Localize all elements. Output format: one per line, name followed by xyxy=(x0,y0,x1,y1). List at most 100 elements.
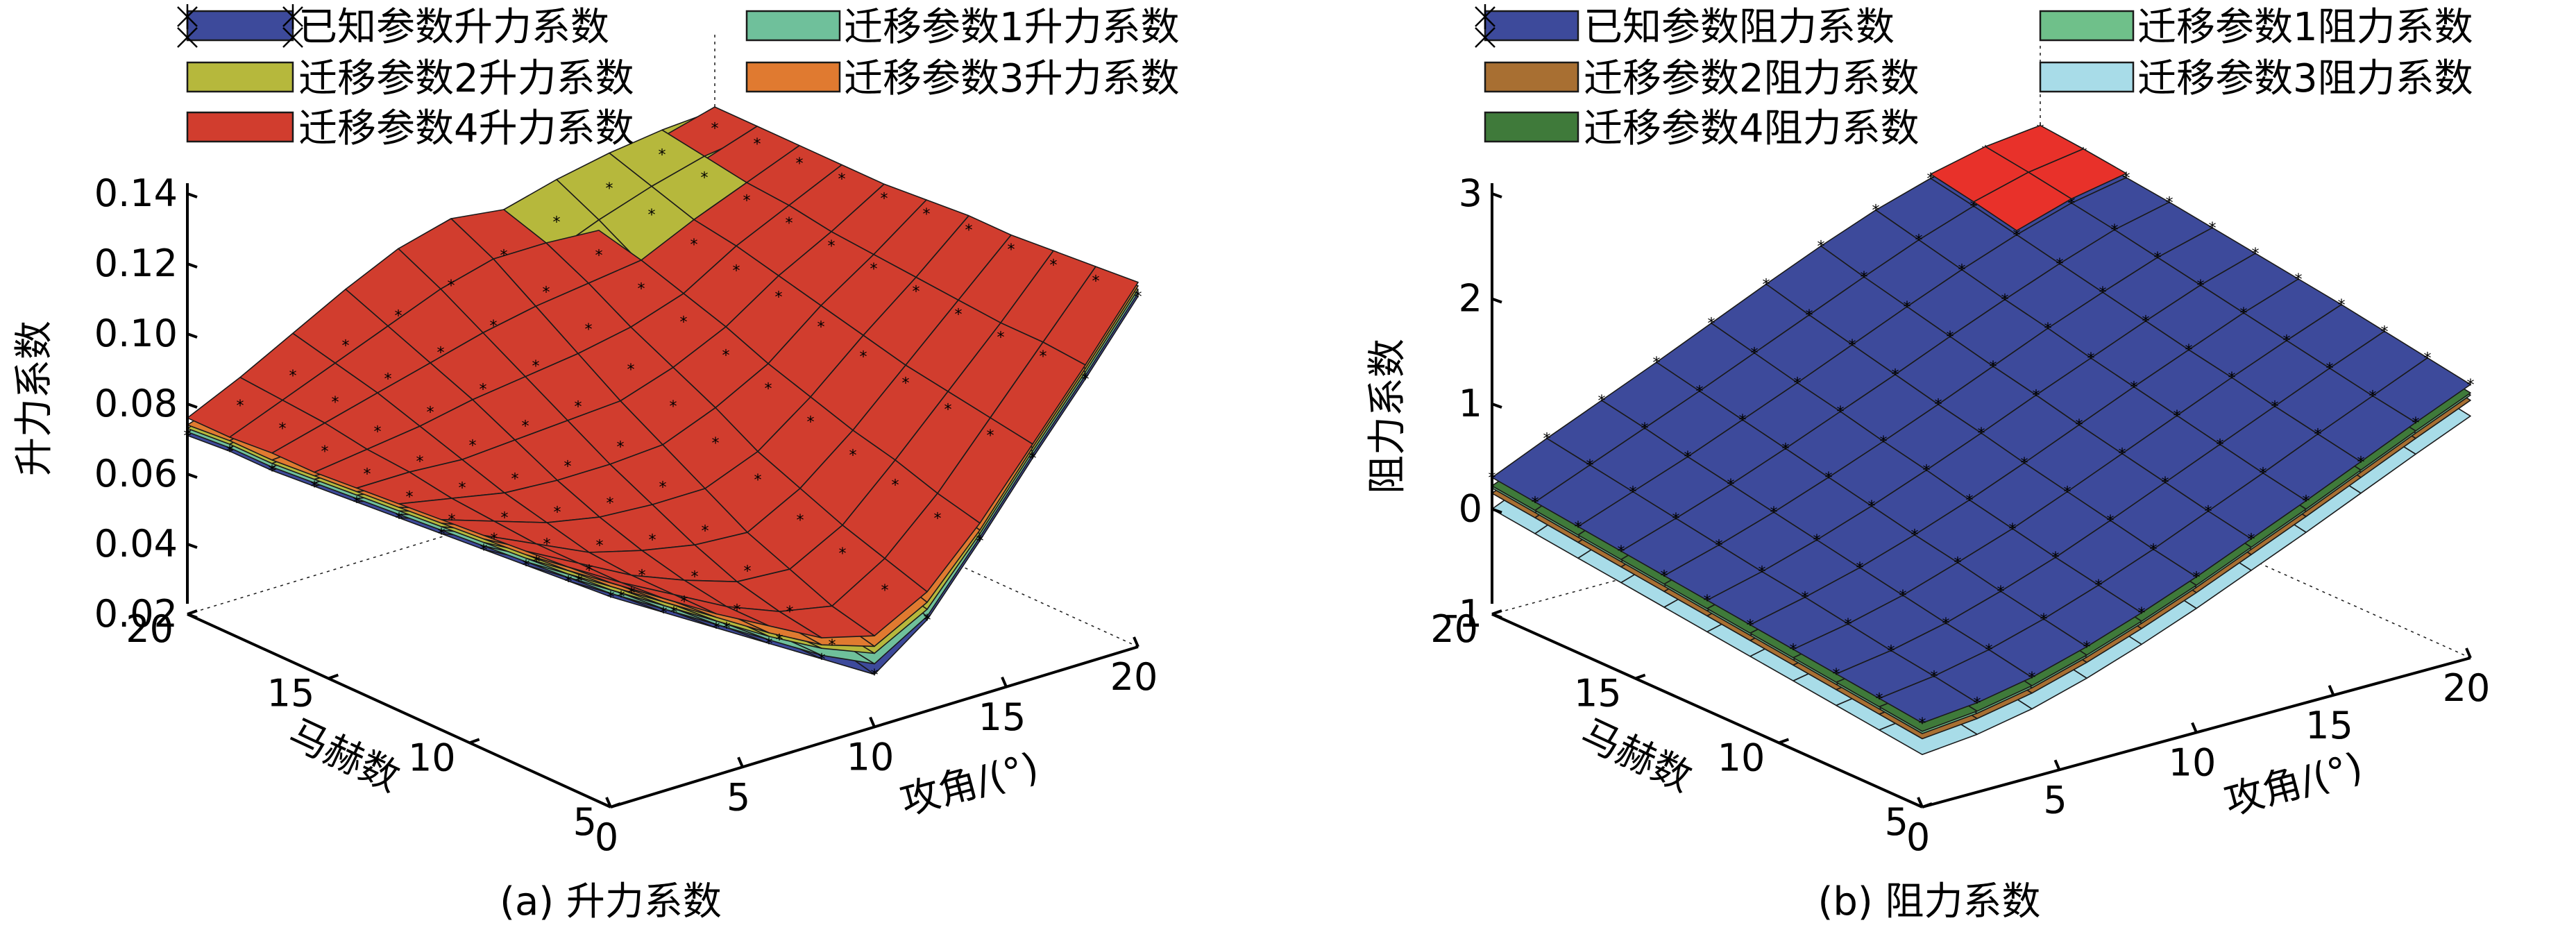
data-point-marker: * xyxy=(1704,593,1711,610)
angle-tick-label: 0 xyxy=(595,815,618,859)
data-point-marker: * xyxy=(1050,257,1058,275)
data-point-marker: * xyxy=(374,424,382,441)
z-tick xyxy=(1491,192,1502,198)
data-point-marker: * xyxy=(1586,457,1594,475)
data-point-marker: * xyxy=(1911,527,1919,545)
data-point-marker: * xyxy=(321,443,329,461)
data-point-marker: * xyxy=(1985,642,1993,659)
legend-item-transfer1-lift: 迁移参数1升力系数 xyxy=(745,5,1180,50)
data-point-marker: * xyxy=(818,651,826,668)
data-point-marker: * xyxy=(1040,348,1047,366)
data-point-marker: * xyxy=(1641,421,1649,438)
data-point-marker: * xyxy=(670,398,677,416)
mach-tick-label: 15 xyxy=(267,672,315,715)
z-tick xyxy=(187,192,198,198)
z-tick xyxy=(187,543,198,549)
data-point-marker: * xyxy=(595,247,603,264)
mach-tick xyxy=(187,609,198,616)
mach-tick-label: 10 xyxy=(1718,736,1765,779)
legend-swatch xyxy=(1484,111,1579,143)
back-edge xyxy=(2040,464,2471,659)
data-point-marker: * xyxy=(796,155,804,173)
data-point-marker: * xyxy=(1672,511,1680,528)
z-tick-label: 0.12 xyxy=(94,242,178,285)
drag-surfaces: * * * * * * * * * * * * * * * * * * * * * * * * * * * * * * * * * * * * * * * *… xyxy=(1489,122,2475,756)
data-point-marker: * xyxy=(839,545,847,563)
z-tick-label: 0.10 xyxy=(94,312,178,355)
data-point-marker: * xyxy=(976,533,984,550)
data-point-marker: * xyxy=(2166,194,2174,212)
data-point-marker: * xyxy=(543,285,550,302)
data-point-marker: * xyxy=(1629,484,1637,502)
data-point-marker: * xyxy=(881,582,889,600)
data-point-marker: * xyxy=(923,206,931,223)
data-point-marker: * xyxy=(1872,203,1880,220)
data-point-marker: * xyxy=(279,421,287,438)
angle-tick xyxy=(2465,647,2472,659)
z-tick-label: 0.06 xyxy=(94,452,178,495)
data-point-marker: * xyxy=(596,538,604,555)
data-point-marker: * xyxy=(2240,305,2248,323)
data-point-marker: * xyxy=(775,289,783,307)
drag-caption: (b) 阻力系数 xyxy=(1817,879,2040,924)
data-point-marker: * xyxy=(2314,426,2322,443)
data-point-marker: * xyxy=(2119,446,2126,464)
data-point-marker: * xyxy=(681,593,688,611)
data-point-marker: * xyxy=(586,562,593,579)
data-point-marker: * xyxy=(680,314,688,331)
data-point-marker: * xyxy=(1849,337,1856,355)
data-point-marker: * xyxy=(1892,367,1899,384)
legend-swatch xyxy=(2039,10,2135,42)
z-tick-label: 0.14 xyxy=(94,171,178,215)
data-point-marker: * xyxy=(1806,307,1813,325)
data-point-marker: * xyxy=(480,381,487,398)
data-point-marker: * xyxy=(2295,271,2303,289)
angle-tick-label: 10 xyxy=(2169,741,2217,785)
data-point-marker: * xyxy=(1661,568,1668,586)
mach-tick-label: 5 xyxy=(573,800,597,844)
data-point-marker: * xyxy=(2044,321,2052,338)
surface-patch xyxy=(568,566,664,599)
angle-tick xyxy=(1133,636,1139,647)
data-point-marker: * xyxy=(1092,273,1100,290)
data-point-marker: * xyxy=(565,573,573,591)
surface-patch xyxy=(1879,675,1978,724)
data-point-marker: * xyxy=(1861,269,1868,287)
data-point-marker: * xyxy=(554,505,561,522)
legend-swatch xyxy=(186,61,294,93)
back-edge xyxy=(714,453,1139,647)
data-point-marker: * xyxy=(1997,584,2005,601)
data-point-marker: * xyxy=(1135,289,1142,306)
data-point-marker: * xyxy=(2033,387,2040,405)
data-point-marker: * xyxy=(817,319,825,337)
data-point-marker: * xyxy=(659,479,667,496)
angle-tick xyxy=(737,756,744,768)
data-point-marker: * xyxy=(2111,222,2119,239)
data-point-marker: * xyxy=(734,602,741,620)
data-point-marker: * xyxy=(438,526,446,543)
data-point-marker: * xyxy=(1978,425,1985,443)
data-point-marker: * xyxy=(955,307,963,324)
data-point-marker: * xyxy=(660,604,668,622)
data-point-marker: * xyxy=(585,321,593,339)
data-point-marker: * xyxy=(838,171,846,189)
data-point-marker: * xyxy=(618,589,625,607)
data-point-marker: * xyxy=(776,632,783,650)
angle-tick-label: 5 xyxy=(727,775,750,819)
data-point-marker: * xyxy=(807,414,815,431)
data-point-marker: * xyxy=(1813,532,1821,550)
data-point-marker: * xyxy=(1915,232,1923,250)
legend-label: 迁移参数1阻力系数 xyxy=(2137,5,2473,50)
data-point-marker: * xyxy=(2040,611,2048,629)
data-point-marker: * xyxy=(1931,668,1938,686)
data-point-marker: * xyxy=(2013,227,2021,244)
data-point-marker: * xyxy=(311,479,319,496)
data-point-marker: * xyxy=(1759,564,1766,582)
legend-item-known-drag: 已知参数阻力系数 xyxy=(1475,4,1895,50)
mach-tick xyxy=(1634,673,1646,680)
legend-label: 迁移参数1升力系数 xyxy=(844,5,1180,50)
data-point-marker: * xyxy=(342,338,350,355)
data-point-marker: * xyxy=(648,207,656,224)
data-point-marker: * xyxy=(1923,462,1931,480)
data-point-marker: * xyxy=(743,192,751,210)
